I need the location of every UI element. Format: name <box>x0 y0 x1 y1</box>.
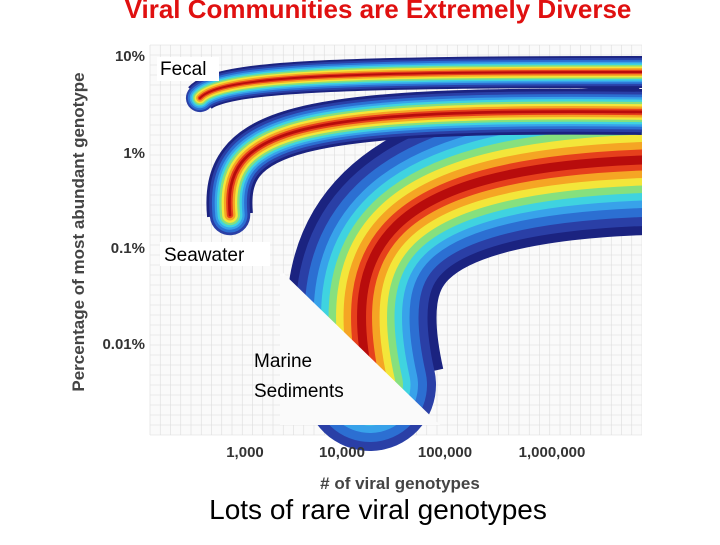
contours <box>185 40 720 451</box>
clip-edge <box>642 40 720 440</box>
contour-band <box>199 71 643 99</box>
x-tick-label: 100,000 <box>418 444 472 461</box>
x-axis-label: # of viral genotypes <box>320 474 480 493</box>
region-label: Seawater <box>164 245 245 266</box>
region-label: Sediments <box>254 381 344 402</box>
x-tick-label: 10,000 <box>319 444 365 461</box>
y-tick-label: 1% <box>123 145 145 162</box>
region-label: Marine <box>254 351 312 372</box>
contour-band <box>228 110 644 217</box>
contour-band <box>357 155 647 390</box>
y-axis-label: Percentage of most abundant genotype <box>69 72 88 391</box>
clip-edge <box>280 270 440 425</box>
label-bg <box>157 57 219 81</box>
slide-title: Viral Communities are Extremely Diverse <box>125 0 632 24</box>
x-tick-label: 1,000,000 <box>519 444 586 461</box>
region-label: Fecal <box>160 59 206 80</box>
x-tick-label: 1,000 <box>226 444 264 461</box>
y-tick-label: 0.01% <box>102 336 145 353</box>
caption: Lots of rare viral genotypes <box>209 494 547 525</box>
y-tick-label: 10% <box>115 48 145 65</box>
y-tick-label: 0.1% <box>111 240 145 257</box>
label-bg <box>160 242 270 266</box>
